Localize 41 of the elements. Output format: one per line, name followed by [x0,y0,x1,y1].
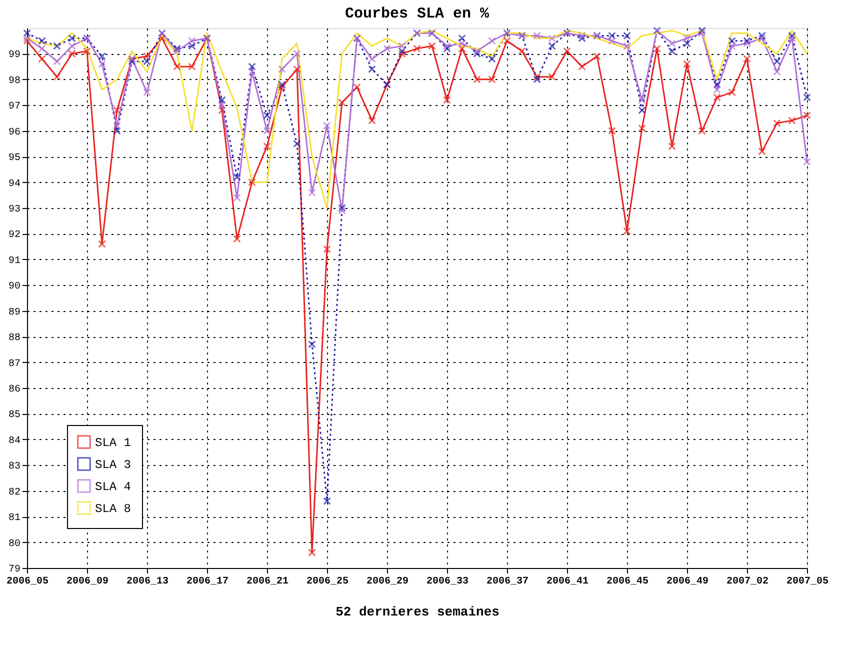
x-tick-label: 2006_25 [306,576,349,588]
legend-label: SLA 1 [95,436,132,450]
x-tick-label: 2006_45 [606,576,649,588]
y-tick-label: 90 [8,282,20,293]
y-tick-label: 82 [8,487,20,498]
x-tick-label: 2006_17 [186,576,229,588]
legend-label: SLA 8 [95,502,132,516]
y-tick-label: 85 [8,410,20,422]
y-tick-label: 93 [8,204,20,216]
y-tick-label: 94 [8,178,20,190]
y-tick-label: 92 [8,230,20,242]
legend-label: SLA 3 [95,458,132,472]
y-tick-label: 96 [8,127,20,138]
y-tick-label: 83 [8,462,20,473]
y-tick-label: 89 [8,307,20,318]
x-tick-label: 2006_09 [66,576,109,588]
y-tick-label: 86 [8,384,20,396]
y-tick-label: 99 [8,50,20,62]
legend-label: SLA 4 [95,480,132,494]
y-tick-label: 79 [8,564,20,576]
y-tick-label: 81 [8,513,20,524]
chart-title: Courbes SLA en % [344,5,490,22]
x-tick-label: 2006_49 [666,576,709,588]
x-axis-title: 52 dernieres semaines [336,604,500,620]
x-tick-label: 2007_02 [726,576,769,588]
x-tick-label: 2006_13 [126,576,169,588]
y-tick-label: 84 [8,436,20,447]
x-tick-label: 2006_41 [546,576,589,588]
x-tick-label: 2006_29 [366,576,409,588]
x-tick-label: 2006_21 [246,576,289,588]
x-tick-label: 2006_37 [486,576,529,588]
x-tick-label: 2006_33 [426,576,469,588]
x-tick-label: 2007_05 [786,576,829,588]
y-tick-label: 98 [8,76,20,87]
y-tick-label: 88 [8,333,20,344]
y-tick-label: 91 [8,256,20,267]
y-tick-label: 87 [8,358,20,370]
y-tick-label: 95 [8,153,20,164]
x-tick-label: 2006_05 [6,576,49,588]
y-tick-label: 97 [8,102,20,113]
y-tick-label: 80 [8,538,20,550]
